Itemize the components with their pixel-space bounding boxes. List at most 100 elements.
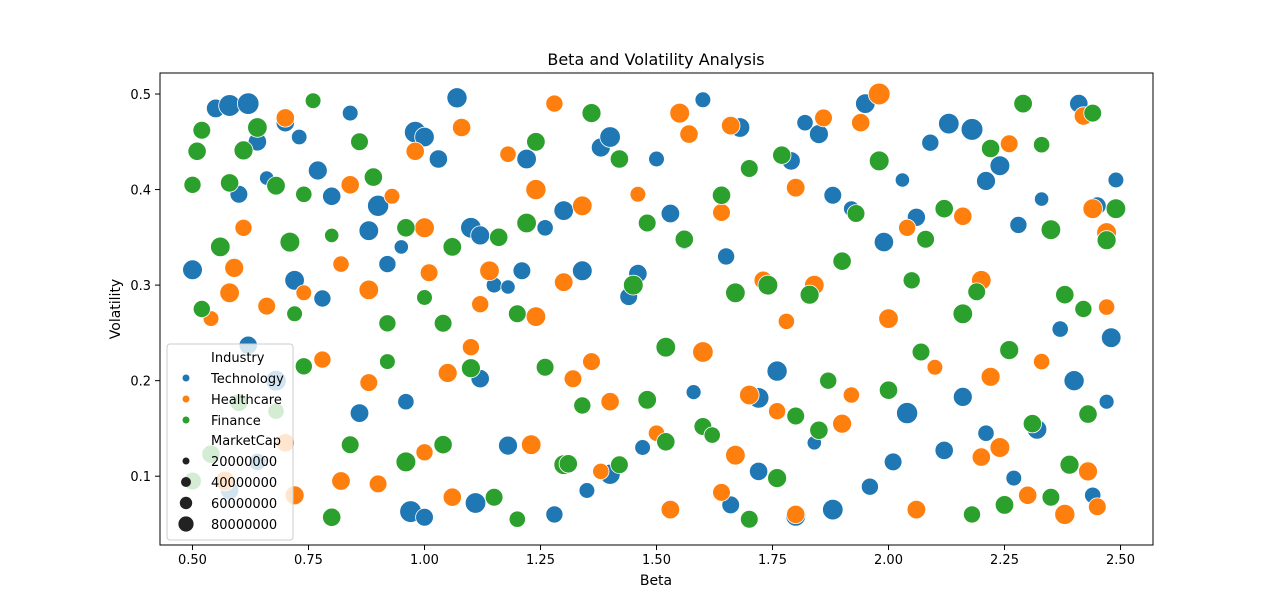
chart-title: Beta and Volatility Analysis: [547, 50, 764, 69]
data-point: [980, 366, 1001, 387]
data-point: [545, 505, 564, 524]
data-point: [637, 390, 657, 410]
data-point: [470, 225, 491, 246]
data-point: [851, 113, 871, 133]
data-point: [739, 159, 759, 178]
data-point: [669, 102, 690, 124]
legend-box: [166, 343, 294, 541]
data-point: [479, 260, 500, 282]
data-point: [971, 447, 991, 467]
data-point: [814, 108, 833, 128]
data-point: [868, 150, 890, 172]
data-point: [581, 103, 602, 123]
data-point: [182, 259, 203, 281]
y-axis-label: Volatility: [108, 279, 124, 339]
data-point: [414, 126, 435, 148]
data-point: [393, 239, 409, 255]
data-point: [378, 314, 397, 333]
data-point: [378, 255, 397, 274]
legend-size-title: MarketCap: [211, 434, 281, 449]
data-point: [977, 424, 995, 442]
data-point: [341, 104, 359, 122]
legend-marker: [182, 395, 190, 403]
data-point: [286, 305, 303, 323]
data-point: [878, 380, 899, 400]
data-point: [1082, 198, 1103, 219]
data-point: [526, 132, 546, 152]
data-point: [247, 117, 268, 138]
data-point: [571, 260, 593, 282]
data-point: [433, 313, 453, 333]
data-point: [896, 402, 919, 425]
data-point: [952, 303, 974, 325]
data-point: [489, 227, 509, 247]
data-point: [507, 304, 527, 324]
data-point: [796, 114, 814, 132]
data-point: [367, 194, 390, 217]
data-point: [359, 373, 379, 392]
data-point: [324, 227, 340, 243]
data-point: [578, 482, 596, 499]
data-point: [916, 230, 935, 249]
data-point: [629, 186, 647, 203]
data-point: [819, 371, 838, 390]
data-point: [655, 337, 677, 358]
data-point: [220, 173, 240, 193]
data-point: [622, 274, 644, 296]
data-point: [419, 263, 439, 283]
data-point: [210, 236, 231, 258]
data-point: [1034, 191, 1050, 207]
data-point: [291, 128, 308, 146]
data-point: [257, 296, 277, 316]
data-point: [192, 121, 212, 140]
data-point: [873, 232, 895, 253]
legend-series-label: Finance: [211, 414, 261, 429]
data-point: [634, 439, 651, 456]
data-point: [1033, 352, 1051, 371]
data-point: [600, 392, 620, 412]
data-point: [1107, 171, 1125, 189]
data-point: [902, 271, 921, 290]
y-tick-label: 0.3: [130, 279, 151, 294]
data-point: [685, 384, 702, 401]
data-point: [757, 274, 779, 296]
data-point: [428, 149, 448, 169]
data-point: [442, 487, 462, 507]
data-point: [512, 261, 532, 281]
data-point: [786, 406, 805, 426]
data-point: [1033, 136, 1051, 154]
data-point: [748, 461, 769, 481]
y-tick-label: 0.4: [130, 184, 151, 199]
x-tick-label: 1.25: [526, 553, 555, 568]
data-point: [187, 141, 207, 161]
data-point: [464, 492, 487, 514]
data-point: [234, 218, 253, 237]
data-point: [934, 440, 954, 460]
data-point: [952, 386, 973, 407]
x-tick-label: 1.00: [410, 553, 439, 568]
data-point: [383, 188, 401, 205]
legend-size-marker: [181, 477, 191, 487]
data-point: [599, 126, 621, 148]
data-point: [358, 220, 380, 241]
data-point: [963, 505, 982, 524]
data-point: [1040, 219, 1062, 240]
legend-size-marker: [179, 496, 193, 510]
data-point: [1098, 298, 1116, 316]
data-point: [1074, 299, 1093, 318]
data-point: [499, 145, 517, 163]
data-point: [340, 435, 360, 455]
data-point: [554, 272, 574, 292]
data-point: [767, 468, 787, 489]
data-point: [1096, 230, 1117, 251]
data-point: [823, 186, 843, 205]
data-point: [721, 115, 741, 136]
legend-series-label: Healthcare: [211, 393, 282, 408]
data-point: [772, 145, 792, 165]
data-point: [322, 507, 342, 527]
data-point: [989, 155, 1011, 177]
data-point: [521, 434, 542, 455]
data-point: [304, 92, 322, 109]
data-point: [350, 132, 369, 152]
